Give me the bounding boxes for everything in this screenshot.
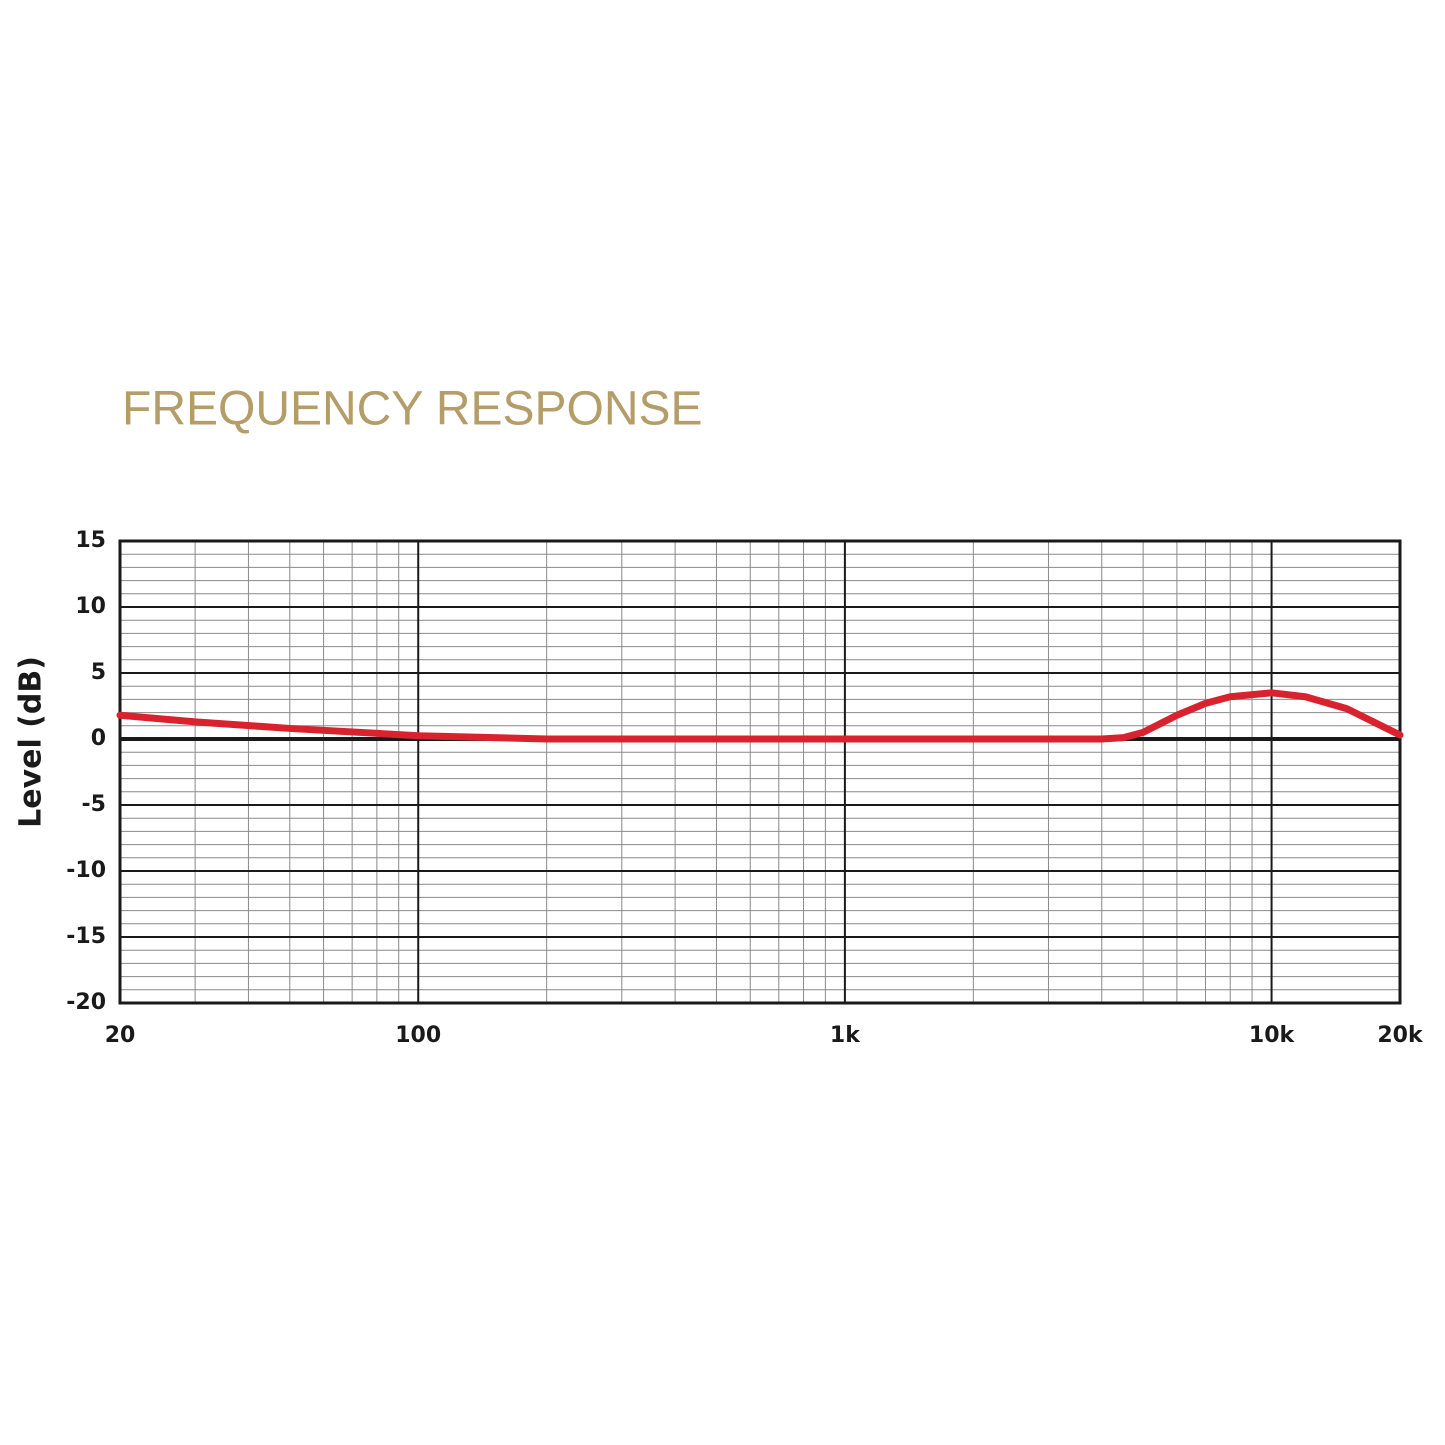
plot-frame	[118, 539, 1402, 1005]
x-tick-label: 20	[105, 1023, 136, 1048]
y-tick-label: -20	[66, 990, 106, 1015]
y-tick-label: -5	[82, 792, 106, 817]
x-tick-label: 1k	[830, 1023, 861, 1048]
data-line	[116, 689, 1404, 743]
y-tick-label: 15	[75, 528, 106, 553]
y-tick-label: -15	[66, 924, 106, 949]
y-tick-label: 5	[91, 660, 106, 685]
x-tick-label: 20k	[1377, 1023, 1424, 1048]
y-tick-label: -10	[66, 858, 106, 883]
y-tick-label: 0	[91, 726, 106, 751]
chart-title: FREQUENCY RESPONSE	[122, 383, 703, 436]
y-tick-label: 10	[75, 594, 106, 619]
x-tick-label: 10k	[1249, 1023, 1296, 1048]
x-tick-label: 100	[395, 1023, 441, 1048]
y-axis-label: Level (dB)	[14, 656, 49, 828]
